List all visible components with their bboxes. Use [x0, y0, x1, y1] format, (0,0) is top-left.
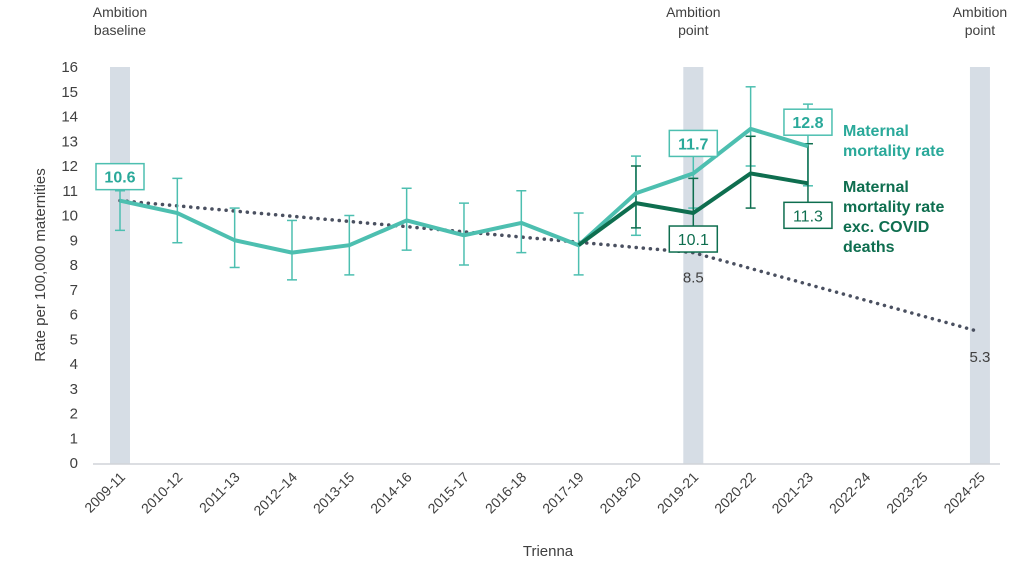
x-tick-label: 2024-25 [940, 469, 988, 517]
y-tick-label: 9 [70, 232, 78, 249]
x-tick-label: 2019-21 [654, 469, 702, 517]
ambition-marker-label: Ambition [666, 4, 720, 20]
x-tick-label: 2022-24 [826, 469, 874, 517]
legend-label: mortality rate [843, 143, 944, 160]
y-tick-label: 10 [61, 208, 78, 225]
ambition-marker-band [969, 67, 990, 464]
trajectory-data-label: 5.3 [970, 349, 991, 366]
ambition-marker-band [683, 67, 704, 464]
data-label-box [668, 129, 719, 158]
y-tick-label: 1 [70, 430, 78, 447]
y-tick-label: 5 [70, 331, 78, 348]
x-tick-label: 2020-22 [711, 469, 759, 517]
x-tick-label: 2016-18 [482, 469, 530, 517]
x-tick-label: 2014-16 [367, 469, 415, 517]
data-label-box [95, 162, 145, 191]
x-tick-label: 2017-19 [539, 469, 587, 517]
data-label-box [783, 201, 833, 230]
data-label: 11.7 [678, 136, 708, 153]
x-tick-label: 2013-15 [310, 469, 358, 517]
x-axis-title: Trienna [523, 543, 574, 560]
ambition-marker-label: Ambition [93, 4, 147, 20]
ambition-marker-label: baseline [94, 22, 146, 38]
x-tick-label: 2018-20 [596, 469, 644, 517]
y-tick-label: 16 [61, 59, 78, 76]
trajectory-data-label: 8.5 [683, 270, 704, 287]
legend-label: deaths [843, 239, 895, 256]
y-tick-label: 7 [70, 282, 78, 299]
y-tick-label: 8 [70, 257, 78, 274]
x-tick-label: 2009-11 [81, 469, 128, 516]
legend-label: exc. COVID [843, 219, 929, 236]
ambition-marker-band [110, 67, 130, 464]
x-tick-label: 2023-25 [883, 469, 931, 517]
exc-covid-rate-line [577, 171, 809, 247]
y-tick-label: 2 [70, 406, 78, 423]
y-axis-title: Rate per 100,000 maternities [32, 168, 49, 361]
y-tick-label: 11 [62, 183, 78, 200]
ambition-marker-label: Ambition [953, 4, 1007, 20]
legend-label: Maternal [843, 179, 909, 196]
data-label: 10.1 [678, 232, 709, 249]
y-tick-label: 6 [70, 307, 78, 324]
y-tick-label: 13 [61, 133, 78, 150]
x-tick-label: 2015-17 [424, 469, 472, 517]
y-tick-label: 14 [61, 109, 78, 126]
ambition-marker-label: point [965, 22, 995, 38]
data-label-box [668, 225, 719, 253]
x-tick-label: 2012–14 [250, 469, 300, 519]
x-tick-label: 2021-23 [768, 469, 816, 517]
data-label: 12.8 [792, 115, 823, 132]
x-tick-label: 2010-12 [138, 469, 186, 517]
y-tick-label: 3 [70, 381, 78, 398]
y-tick-label: 4 [70, 356, 78, 373]
y-tick-label: 12 [61, 158, 78, 175]
data-label: 10.6 [104, 170, 135, 187]
y-tick-label: 0 [70, 455, 78, 472]
data-label-box [783, 108, 833, 136]
legend-label: Maternal [843, 123, 909, 140]
ambition-marker-label: point [678, 22, 708, 38]
y-tick-label: 15 [61, 84, 78, 101]
data-label: 11.3 [793, 208, 823, 225]
legend-label: mortality rate [843, 199, 944, 216]
x-tick-label: 2011-13 [196, 469, 243, 516]
maternal-mortality-rate-line [119, 126, 809, 255]
